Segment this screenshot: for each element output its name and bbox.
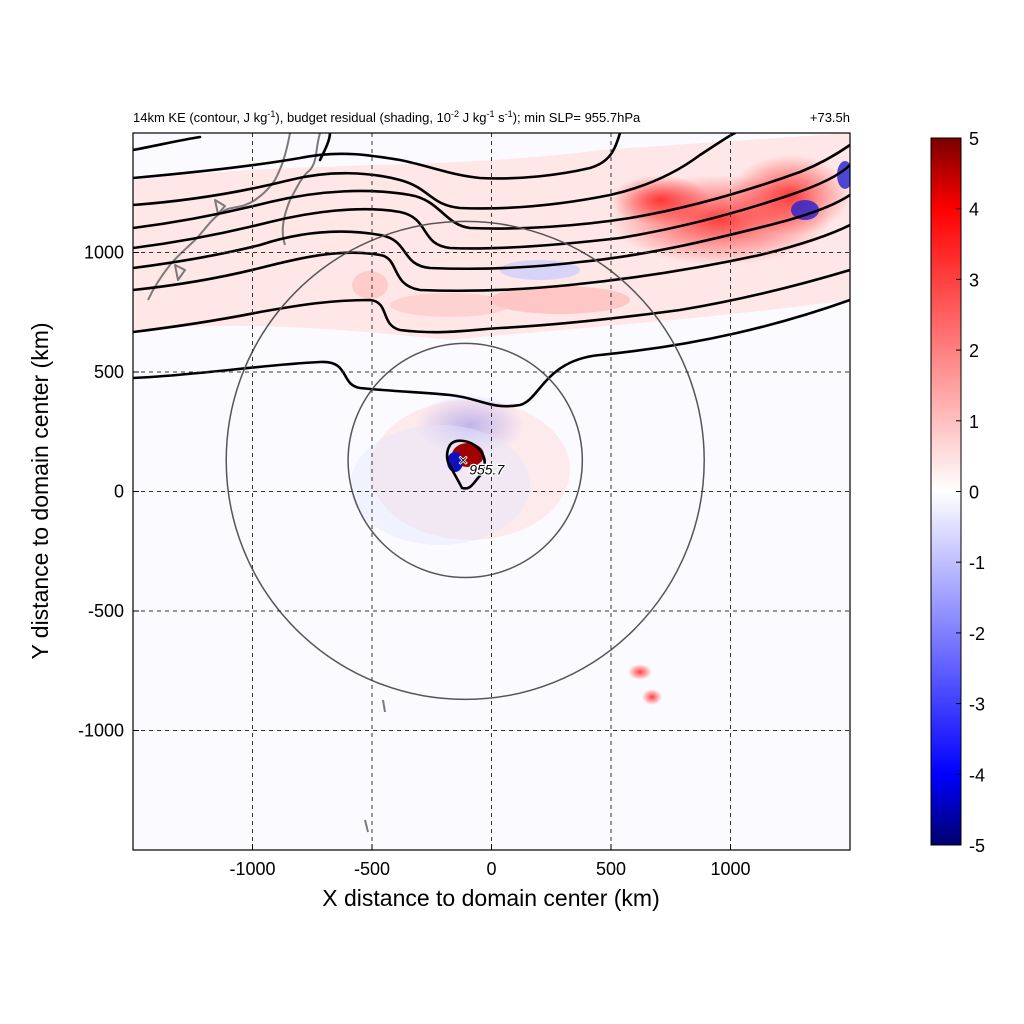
plot-area: × 955.7 [133,133,850,850]
y-tick-label-3: 500 [94,362,124,382]
colorbar-tick-label-6: -1 [969,553,985,573]
colorbar-tick-label-8: -3 [969,695,985,715]
colorbar-tick-label-1: 4 [969,200,979,220]
x-tick-label-2: 0 [486,859,496,879]
x-tick-label-4: 1000 [710,859,750,879]
y-axis-ticks: -1000 -500 0 500 1000 [78,243,139,741]
radius-circle-outer [225,220,705,701]
x-tick-label-0: -1000 [229,859,275,879]
residual-shading [133,133,850,705]
x-tick-label-1: -500 [354,859,390,879]
x-axis-ticks: -1000 -500 0 500 1000 [229,844,751,879]
min-slp-label: 955.7 [469,461,505,477]
chart-title: 14km KE (contour, J kg-1), budget residu… [133,109,641,125]
radius-circle-inner [347,342,584,579]
colorbar-tick-label-2: 3 [969,270,979,290]
y-tick-label-4: 1000 [84,243,124,263]
colorbar-tick-label-4: 1 [969,412,979,432]
colorbar-ticks: 5 4 3 2 1 0 -1 -2 -3 -4 -5 [956,129,985,856]
x-axis-label: X distance to domain center (km) [322,885,659,911]
ke-contours [133,133,850,490]
colorbar-tick-label-7: -2 [969,624,985,644]
colorbar-tick-label-9: -4 [969,765,985,785]
forecast-time-label: +73.5h [810,110,850,125]
storm-center-x-mark: × [459,452,468,469]
colorbar-tick-label-0: 5 [969,129,979,149]
y-axis-label: Y distance to domain center (km) [27,322,53,659]
y-tick-label-0: -1000 [78,721,124,741]
colorbar-tick-label-5: 0 [969,483,979,503]
colorbar-tick-label-3: 2 [969,341,979,361]
x-tick-label-3: 500 [596,859,626,879]
colorbar: 5 4 3 2 1 0 -1 -2 -3 -4 -5 [930,129,985,856]
y-tick-label-2: 0 [114,482,124,502]
y-tick-label-1: -500 [88,601,124,621]
storm-center-marker: × 955.7 [458,452,507,479]
colorbar-tick-label-10: -5 [969,836,985,856]
